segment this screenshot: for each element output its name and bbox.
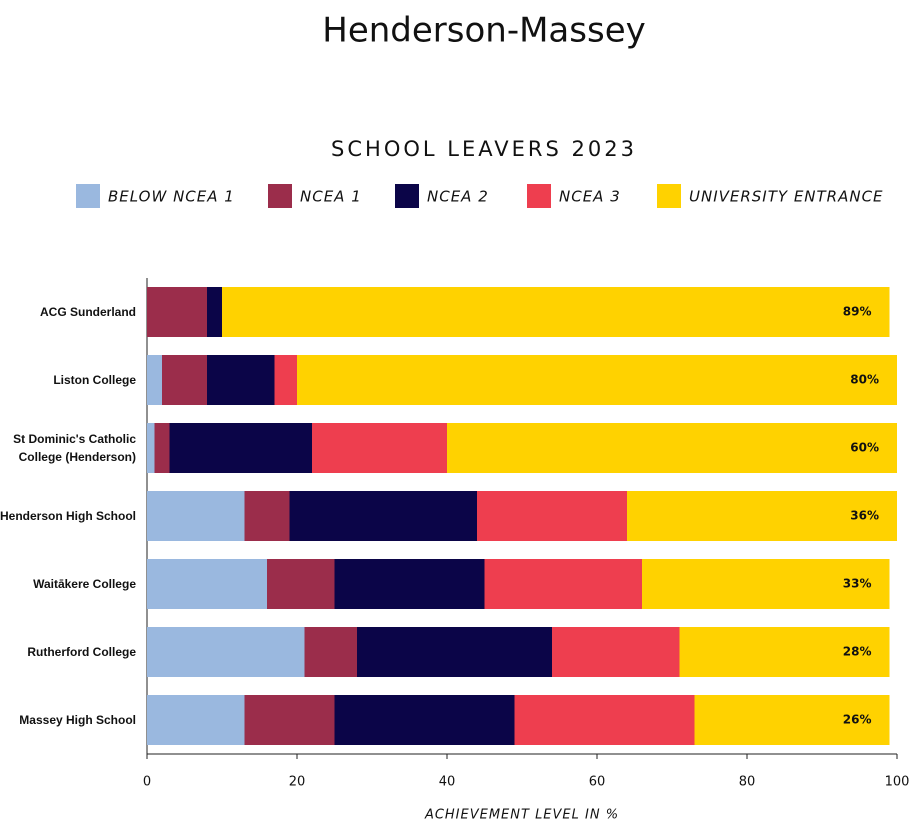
bar-segment	[244, 695, 335, 745]
bar-segment	[312, 423, 447, 473]
bar-segment	[334, 559, 485, 609]
legend-swatch	[657, 184, 681, 208]
legend-swatch	[76, 184, 100, 208]
legend-swatch	[395, 184, 419, 208]
legend-label: BELOW NCEA 1	[108, 188, 235, 206]
legend-swatch	[268, 184, 292, 208]
value-label: 33%	[843, 577, 872, 591]
bar-segment	[304, 627, 357, 677]
bar-segment	[147, 355, 162, 405]
bar-segment	[244, 491, 290, 541]
bar-segment	[222, 287, 890, 337]
value-label: 36%	[850, 509, 879, 523]
bar-segment	[169, 423, 312, 473]
x-tick-label: 100	[885, 775, 910, 790]
bar-segment	[514, 695, 695, 745]
chart-subtitle: SCHOOL LEAVERS 2023	[331, 137, 637, 161]
bar-segment	[552, 627, 680, 677]
x-tick-label: 0	[143, 775, 151, 790]
bar-segment	[627, 491, 897, 541]
value-label: 89%	[843, 305, 872, 319]
bar-segment	[679, 627, 890, 677]
y-tick-label: Waitākere College	[33, 577, 136, 591]
bar-segment	[357, 627, 552, 677]
legend-swatch	[527, 184, 551, 208]
bar-segment	[484, 559, 642, 609]
value-label: 26%	[843, 713, 872, 727]
y-tick-label: Massey High School	[19, 713, 136, 727]
x-axis-label: ACHIEVEMENT LEVEL IN %	[424, 808, 619, 823]
value-label: 28%	[843, 645, 872, 659]
bar-segment	[642, 559, 890, 609]
bar-segment	[154, 423, 170, 473]
chart-title: Henderson-Massey	[322, 11, 645, 51]
y-tick-label: Henderson High School	[0, 509, 137, 523]
y-tick-label: Rutherford College	[27, 645, 136, 659]
bar-segment	[289, 491, 477, 541]
bar-segment	[447, 423, 897, 473]
bar-segment	[162, 355, 207, 405]
bar-segment	[274, 355, 297, 405]
bar-segment	[207, 355, 275, 405]
x-tick-label: 60	[589, 775, 606, 790]
x-tick-label: 80	[739, 775, 756, 790]
bar-segment	[147, 627, 305, 677]
x-tick-label: 40	[439, 775, 456, 790]
bar-segment	[147, 559, 267, 609]
bar-segment	[334, 695, 515, 745]
legend-label: UNIVERSITY ENTRANCE	[689, 188, 884, 206]
bar-segment	[477, 491, 627, 541]
y-tick-label: Liston College	[53, 373, 136, 387]
bar-segment	[147, 423, 155, 473]
bar-segment	[207, 287, 222, 337]
legend-label: NCEA 1	[300, 188, 362, 206]
x-tick-label: 20	[289, 775, 306, 790]
value-label: 80%	[850, 373, 879, 387]
legend-label: NCEA 3	[559, 188, 621, 206]
bar-segment	[267, 559, 335, 609]
bar-segment	[297, 355, 897, 405]
bar-segment	[147, 491, 245, 541]
bar-segment	[147, 287, 207, 337]
legend-label: NCEA 2	[427, 188, 489, 206]
value-label: 60%	[850, 441, 879, 455]
bar-segment	[694, 695, 890, 745]
y-tick-label: ACG Sunderland	[39, 305, 136, 319]
bar-segment	[147, 695, 245, 745]
y-tick-label: St Dominic's Catholic College (Henderson…	[13, 432, 136, 464]
